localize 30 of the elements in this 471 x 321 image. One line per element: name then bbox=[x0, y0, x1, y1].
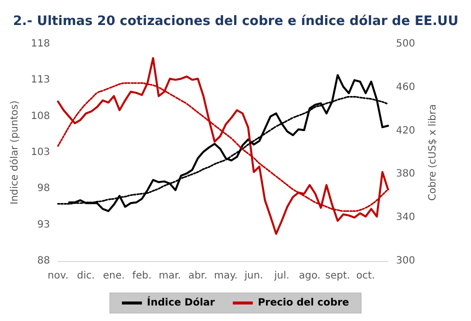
y-tick-label: 103 bbox=[30, 147, 50, 158]
y2-tick-label: 500 bbox=[396, 38, 416, 50]
y2-axis-title: Cobre (cUS$ x libra bbox=[428, 104, 438, 201]
y2-tick-label: 300 bbox=[396, 256, 416, 266]
x-tick-label: jun. bbox=[243, 270, 264, 282]
x-tick-label: dic. bbox=[77, 270, 95, 282]
y2-tick-label: 420 bbox=[396, 125, 416, 136]
y-axis-title: Indice dólar (puntos) bbox=[10, 100, 21, 204]
y-tick-label: 88 bbox=[37, 256, 50, 266]
x-tick-label: nov. bbox=[48, 270, 68, 282]
chart-title: 2.- Ultimas 20 cotizaciones del cobre e índice dólar de EE.UU bbox=[13, 14, 458, 29]
x-tick-label: ago. bbox=[298, 270, 320, 282]
x-tick-label: mar. bbox=[158, 270, 181, 282]
x-tick-label: may. bbox=[214, 270, 238, 282]
y-tick-label: 113 bbox=[30, 74, 50, 86]
y2-tick-label: 340 bbox=[396, 212, 416, 224]
x-tick-label: feb. bbox=[132, 270, 152, 282]
x-tick-label: abr. bbox=[188, 270, 208, 282]
x-tick-label: ene. bbox=[103, 270, 125, 282]
x-tick-label: oct. bbox=[356, 270, 375, 282]
y-tick-label: 93 bbox=[37, 219, 50, 230]
y2-tick-label: 460 bbox=[396, 82, 416, 93]
x-tick-label: sept. bbox=[325, 270, 350, 282]
legend-label: Precio del cobre bbox=[258, 298, 350, 308]
y2-tick-label: 380 bbox=[396, 168, 416, 180]
x-tick-label: jul. bbox=[273, 270, 290, 282]
y-tick-label: 118 bbox=[30, 38, 50, 50]
legend-label: Índice Dólar bbox=[146, 296, 215, 308]
y-tick-label: 108 bbox=[30, 110, 50, 122]
y-tick-label: 98 bbox=[37, 183, 50, 194]
